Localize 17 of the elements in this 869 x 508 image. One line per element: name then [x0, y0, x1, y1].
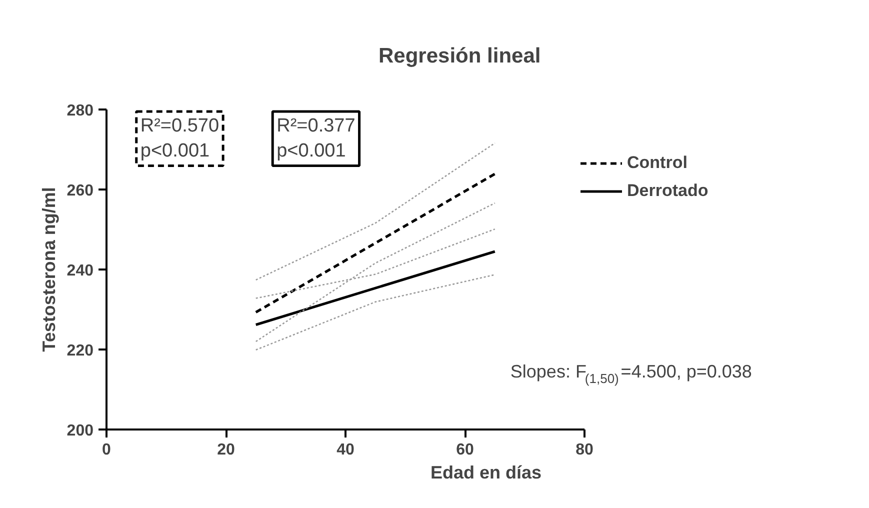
- y-tick-label: 280: [66, 102, 94, 120]
- legend-label: Control: [627, 153, 688, 173]
- legend-label: Derrotado: [627, 181, 708, 201]
- y-tick-label: 260: [66, 182, 94, 200]
- x-tick-label: 20: [217, 442, 235, 458]
- x-tick-label: 0: [102, 442, 112, 458]
- y-tick-label: 240: [66, 262, 94, 280]
- y-tick-label: 200: [66, 422, 94, 440]
- y-tick-label: 220: [66, 342, 94, 360]
- annotation: R²=0.570 p<0.001: [140, 116, 220, 162]
- x-tick-label: 80: [576, 442, 594, 458]
- annotation: R²=0.377 p<0.001: [276, 116, 356, 162]
- x-tick-label: 60: [456, 442, 474, 458]
- chart-title: Regresión lineal: [378, 44, 541, 68]
- x-axis-title: Edad en días: [430, 462, 542, 482]
- x-tick-label: 40: [336, 442, 354, 458]
- y-axis-title: Testosterona ng/ml: [38, 187, 59, 352]
